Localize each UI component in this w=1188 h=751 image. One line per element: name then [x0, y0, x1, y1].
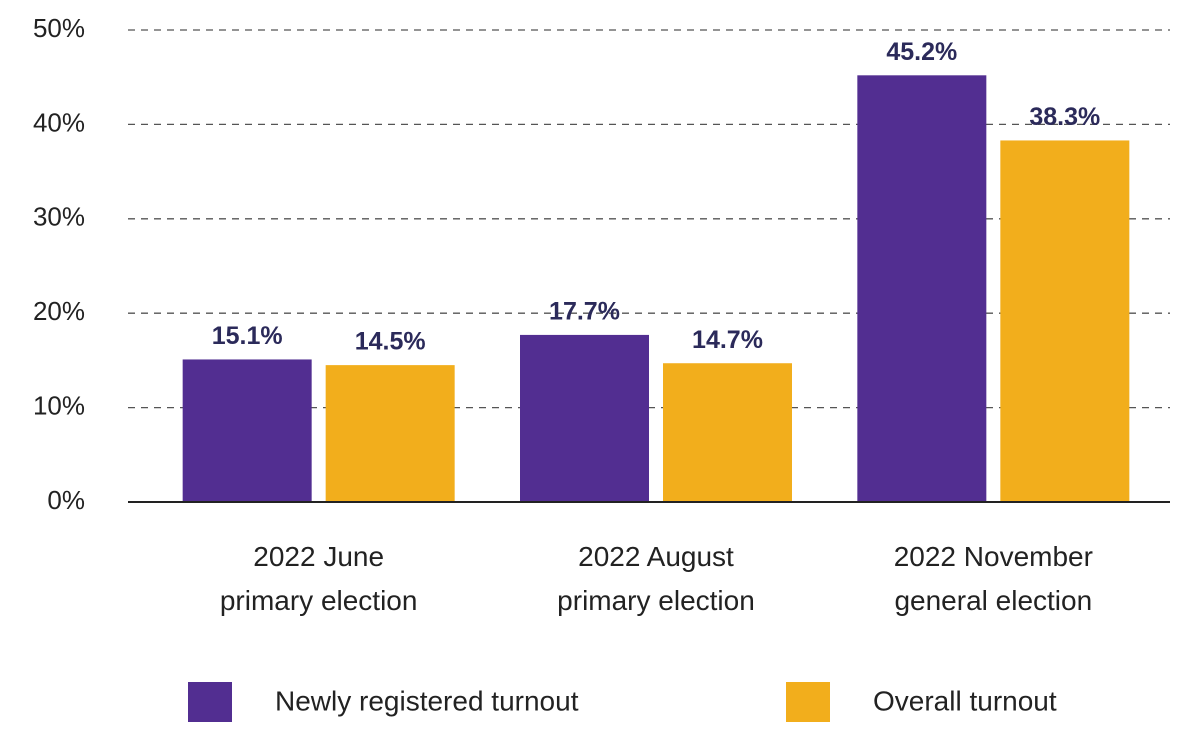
- legend-label: Overall turnout: [873, 685, 1057, 716]
- legend-swatch: [786, 682, 830, 722]
- data-label: 15.1%: [212, 322, 283, 350]
- bar: [182, 359, 312, 502]
- bar: [325, 365, 455, 502]
- data-label: 38.3%: [1029, 103, 1100, 131]
- data-label: 14.5%: [355, 328, 426, 356]
- x-tick-label: 2022 August primary election: [557, 541, 755, 616]
- y-tick-label: 10%: [33, 390, 85, 420]
- bar: [1000, 140, 1130, 502]
- legend-label: Newly registered turnout: [275, 685, 579, 716]
- y-tick-label: 50%: [33, 13, 85, 43]
- y-tick-label: 40%: [33, 107, 85, 137]
- y-tick-label: 20%: [33, 296, 85, 326]
- bar: [663, 363, 792, 502]
- y-tick-label: 0%: [47, 485, 85, 515]
- data-label: 14.7%: [692, 326, 763, 354]
- bar: [857, 75, 987, 502]
- x-tick-label: 2022 June primary election: [219, 541, 418, 616]
- y-tick-label: 30%: [33, 202, 85, 232]
- bar: [520, 334, 649, 502]
- x-tick-label: 2022 November general election: [893, 541, 1093, 616]
- legend-swatch: [188, 682, 232, 722]
- data-label: 45.2%: [886, 38, 957, 66]
- data-label: 17.7%: [549, 298, 620, 326]
